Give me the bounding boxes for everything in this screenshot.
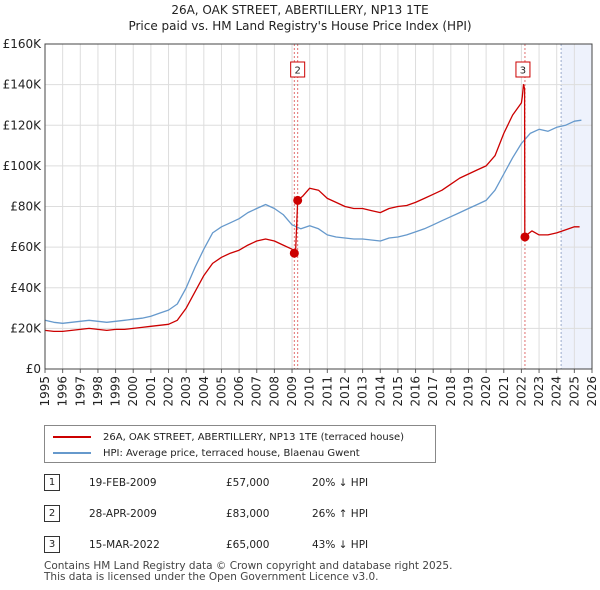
property-price-line xyxy=(44,83,580,333)
y-tick-label: £120K xyxy=(3,118,43,132)
sale-label-box xyxy=(515,61,531,78)
x-tick-label: 2011 xyxy=(320,376,334,407)
sale-label-text: 2 xyxy=(294,66,300,77)
legend-label-property: 26A, OAK STREET, ABERTILLERY, NP13 1TE (… xyxy=(103,431,405,443)
sale-date: 15-MAR-2022 xyxy=(89,539,160,551)
x-tick-label: 2023 xyxy=(532,376,546,407)
sale-point xyxy=(520,232,530,242)
sale-hpi-change: 43% ↓ HPI xyxy=(312,539,369,551)
chart-subtitle: Price paid vs. HM Land Registry's House … xyxy=(128,19,472,33)
x-tick-label: 2006 xyxy=(232,376,246,407)
sale-point xyxy=(293,195,303,205)
x-tick-label: 2024 xyxy=(550,376,564,407)
x-tick-label: 2005 xyxy=(214,376,228,407)
chart-title: 26A, OAK STREET, ABERTILLERY, NP13 1TE xyxy=(171,3,429,17)
x-tick-label: 2020 xyxy=(479,376,493,407)
x-tick-label: 2013 xyxy=(356,376,370,407)
sale-number-badge: 2 xyxy=(44,505,60,522)
legend-item-hpi: HPI: Average price, terraced house, Blae… xyxy=(53,445,360,461)
x-tick-label: 2022 xyxy=(514,376,528,407)
sale-point xyxy=(289,248,299,258)
sale-hpi-change: 20% ↓ HPI xyxy=(312,477,369,489)
footer-attribution: Contains HM Land Registry data © Crown c… xyxy=(44,561,452,583)
x-tick-label: 2016 xyxy=(409,376,423,407)
y-tick-label: £80K xyxy=(10,200,42,214)
y-tick-label: £20K xyxy=(10,321,42,335)
sale-number-badge: 1 xyxy=(44,474,60,491)
x-tick-label: 2003 xyxy=(179,376,193,407)
sale-label-text: 3 xyxy=(520,66,526,77)
x-tick-label: 2021 xyxy=(497,376,511,407)
x-tick-label: 2004 xyxy=(197,376,211,407)
legend-swatch-hpi xyxy=(53,452,91,454)
x-tick-label: 1995 xyxy=(38,376,52,407)
x-tick-label: 2012 xyxy=(338,376,352,407)
sale-label-box xyxy=(290,61,306,78)
plot-border xyxy=(44,43,593,370)
y-tick-label: £160K xyxy=(3,37,43,51)
x-tick-label: 2017 xyxy=(426,376,440,407)
chart-legend: 26A, OAK STREET, ABERTILLERY, NP13 1TE (… xyxy=(44,425,436,463)
y-tick-label: £140K xyxy=(3,78,43,92)
sale-date: 28-APR-2009 xyxy=(89,508,157,520)
x-tick-label: 2008 xyxy=(267,376,281,407)
y-tick-label: £100K xyxy=(3,159,43,173)
sale-price: £65,000 xyxy=(226,539,270,551)
sale-number-badge: 3 xyxy=(44,536,60,553)
x-tick-label: 2001 xyxy=(144,376,158,407)
x-tick-label: 2026 xyxy=(585,376,599,407)
x-tick-label: 2010 xyxy=(303,376,317,407)
legend-item-property: 26A, OAK STREET, ABERTILLERY, NP13 1TE (… xyxy=(53,429,404,445)
hpi-line xyxy=(44,119,582,324)
x-tick-label: 2009 xyxy=(285,376,299,407)
x-tick-label: 2002 xyxy=(162,376,176,407)
sale-row: 3 15-MAR-2022 £65,000 43% ↓ HPI xyxy=(44,536,444,556)
y-tick-label: £0 xyxy=(26,362,41,376)
legend-swatch-property xyxy=(53,436,91,438)
price-chart: £0 £20K £40K £60K £80K £100K £120K £140K £160K 19… xyxy=(3,37,599,407)
legend-label-hpi: HPI: Average price, terraced house, Blae… xyxy=(103,447,360,459)
x-tick-label: 2018 xyxy=(444,376,458,407)
x-tick-label: 2019 xyxy=(461,376,475,407)
x-tick-label: 1997 xyxy=(73,376,87,407)
footer-license: This data is licensed under the Open Gov… xyxy=(44,571,379,583)
x-tick-label: 2007 xyxy=(250,376,264,407)
y-tick-label: £40K xyxy=(10,281,42,295)
sale-row: 2 28-APR-2009 £83,000 26% ↑ HPI xyxy=(44,505,444,525)
x-tick-label: 1999 xyxy=(109,376,123,407)
x-tick-label: 2015 xyxy=(391,376,405,407)
sale-date: 19-FEB-2009 xyxy=(89,477,157,489)
x-tick-label: 2014 xyxy=(373,376,387,407)
y-tick-label: £60K xyxy=(10,240,42,254)
x-tick-label: 1998 xyxy=(91,376,105,407)
sale-row: 1 19-FEB-2009 £57,000 20% ↓ HPI xyxy=(44,474,444,494)
x-tick-label: 2025 xyxy=(567,376,581,407)
footer-copyright: Contains HM Land Registry data © Crown c… xyxy=(44,560,453,572)
sale-price: £57,000 xyxy=(226,477,270,489)
sale-price: £83,000 xyxy=(226,508,270,520)
sale-hpi-change: 26% ↑ HPI xyxy=(312,508,369,520)
x-tick-label: 2000 xyxy=(126,376,140,407)
x-tick-label: 1996 xyxy=(56,376,70,407)
